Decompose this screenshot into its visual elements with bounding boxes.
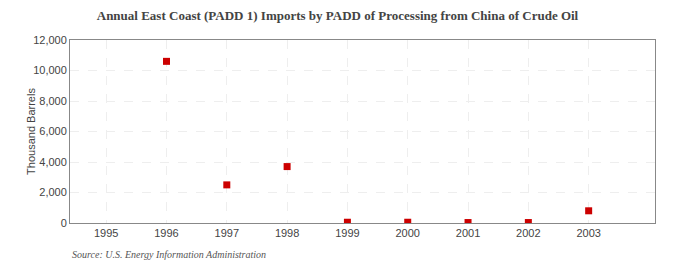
svg-text:0: 0 bbox=[61, 217, 67, 229]
svg-text:1995: 1995 bbox=[94, 227, 118, 239]
svg-text:Thousand Barrels: Thousand Barrels bbox=[25, 88, 37, 175]
svg-text:Source: U.S. Energy Informatio: Source: U.S. Energy Information Administ… bbox=[72, 249, 266, 260]
svg-text:2001: 2001 bbox=[456, 227, 480, 239]
svg-text:10,000: 10,000 bbox=[33, 64, 67, 76]
svg-text:4,000: 4,000 bbox=[39, 156, 67, 168]
svg-text:12,000: 12,000 bbox=[33, 34, 67, 46]
svg-text:6,000: 6,000 bbox=[39, 125, 67, 137]
svg-text:1996: 1996 bbox=[154, 227, 178, 239]
svg-text:1997: 1997 bbox=[215, 227, 239, 239]
svg-text:2,000: 2,000 bbox=[39, 186, 67, 198]
svg-text:2000: 2000 bbox=[395, 227, 419, 239]
svg-text:1998: 1998 bbox=[275, 227, 299, 239]
svg-text:1999: 1999 bbox=[335, 227, 359, 239]
svg-text:Annual East Coast (PADD 1) Imp: Annual East Coast (PADD 1) Imports by PA… bbox=[97, 8, 579, 23]
svg-text:2003: 2003 bbox=[576, 227, 600, 239]
svg-text:8,000: 8,000 bbox=[39, 95, 67, 107]
svg-text:2002: 2002 bbox=[516, 227, 540, 239]
